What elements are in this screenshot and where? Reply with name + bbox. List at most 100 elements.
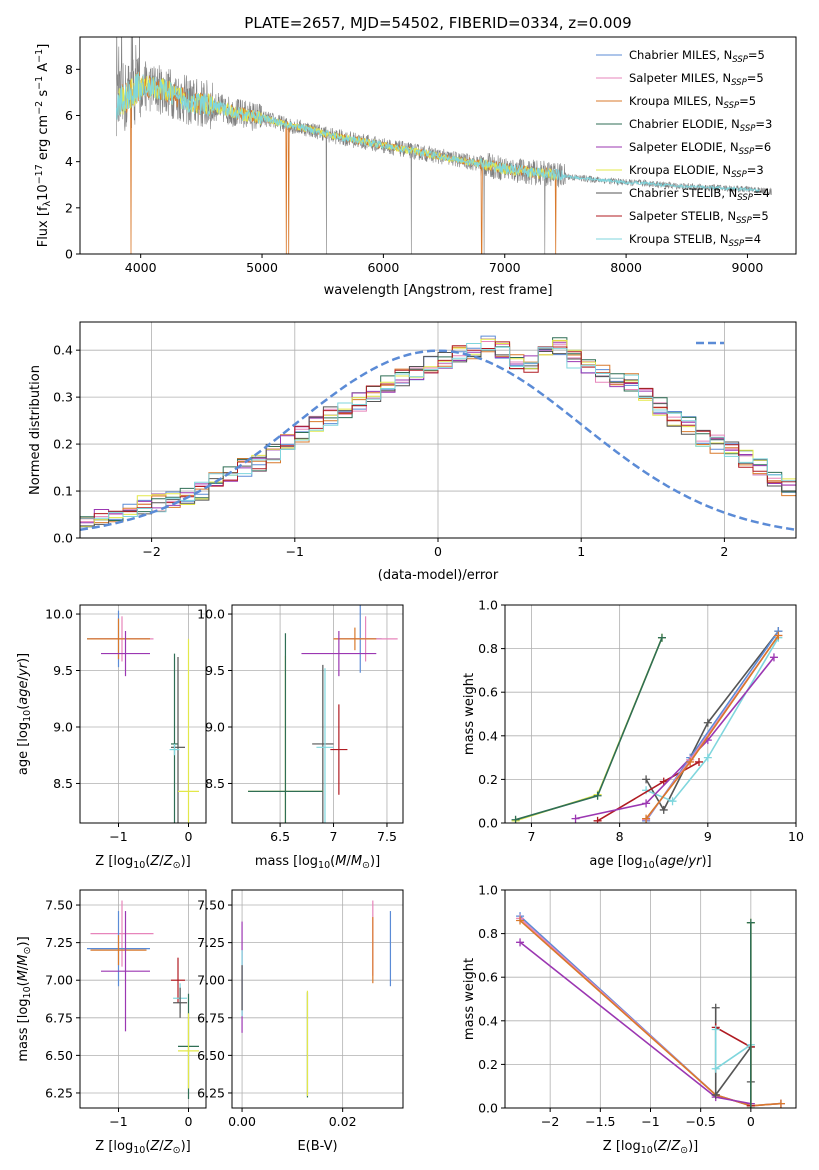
x-tick-label: 0 [747,1114,755,1129]
legend-label-kroupa-miles: Kroupa MILES, NSSP=5 [629,94,756,111]
series-marker [695,757,703,766]
panel-mass_vs_Z: −1 06.256.506.757.007.257.50Z [log10(Z/Z⊙… [16,889,207,1156]
label-part: Z [log [95,854,133,869]
y-tick-label: 6 [65,108,73,123]
legend-subscript: SSP [732,55,748,65]
x-axis-label: Z [log10(Z/Z⊙)] [95,1139,190,1156]
y-tick-label: 6.75 [45,1010,73,1025]
legend-text: Salpeter ELODIE, N [629,140,739,154]
label-part: ⊙ [173,1145,181,1156]
x-tick-label: 0.02 [329,1114,357,1129]
y-tick-label: 7.00 [45,973,73,988]
plot-area [80,335,796,532]
label-part: ] [36,44,51,49]
histogram-kroupa-stelib [80,343,796,519]
y-tick-label: 1.0 [478,598,498,613]
label-part: )] [701,854,711,869]
label-part: 10 [318,860,330,871]
y-tick-label: 0.6 [478,970,498,985]
label-part: ⊙ [22,946,33,954]
series-line [515,637,663,821]
x-tick-label: 7000 [489,260,521,275]
histogram-salpeter-stelib [80,341,796,520]
legend-count: =6 [754,140,771,154]
label-part: / [159,1139,164,1154]
label-part: / [159,854,164,869]
y-tick-label: 0.8 [478,641,498,656]
y-tick-label: 9.0 [205,719,225,734]
y-axis-label: mass weight [462,958,477,1040]
y-tick-label: 0.0 [478,1101,498,1116]
point-chabrier-stelib [171,656,185,823]
series-marker [642,775,651,784]
legend-text: Salpeter STELIB, N [629,209,736,223]
plot-area [87,900,199,1099]
y-axis-label: age [log10(age/yr)] [16,653,33,775]
label-part: Z [163,854,174,869]
series-kroupa-miles [642,631,783,823]
label-part: Z [log [95,1139,133,1154]
legend-text: Salpeter MILES, N [629,71,731,85]
x-tick-label: −1 [109,1114,127,1129]
x-tick-label: −2 [142,544,160,559]
x-tick-label: 0 [185,1114,193,1129]
legend-count: =3 [747,163,764,177]
x-tick-label: −1 [641,1114,659,1129]
x-tick-label: −0.5 [685,1114,715,1129]
series-marker [668,797,677,806]
label-part: 10 [643,860,655,871]
legend-count: =5 [747,71,764,85]
label-part: ( [330,854,335,869]
point-kroupa-stelib [169,743,180,756]
label-part: ( [653,1139,658,1154]
y-tick-label: 0 [65,247,73,262]
plot-area [516,912,785,1108]
series-marker [746,918,755,927]
point-kroupa-miles [333,627,377,651]
axes-frame [504,604,797,824]
x-tick-label: 0 [434,544,442,559]
series-kroupa-elodie [511,633,666,823]
x-axis-label: Z [log10(Z/Z⊙)] [603,1139,698,1156]
legend-subscript: SSP [729,239,745,249]
x-tick-label: 8000 [610,260,642,275]
y-tick-label: 0.6 [478,685,498,700]
axes-frame [79,889,207,1109]
legend-count: =4 [744,232,761,246]
legend-label-kroupa-elodie: Kroupa ELODIE, NSSP=3 [629,163,764,180]
series-line [714,1029,752,1071]
series-marker [571,814,580,823]
point-kroupa-elodie [178,1013,199,1089]
plot-area [241,900,392,1098]
point-kroupa-miles [87,618,150,660]
y-tick-label: 7.25 [197,935,225,950]
label-part: )] [16,936,31,946]
point-salpeter-elodie [101,911,150,1032]
y-tick-label: 0.0 [53,531,73,546]
y-tick-label: 0.4 [53,343,73,358]
label-part: yr [687,854,703,869]
point-salpeter-elodie [301,630,377,677]
label-part: / [346,854,351,869]
label-part: M [351,854,362,869]
label-part: 10 [36,184,51,201]
point-chabrier-stelib [173,987,188,1018]
label-part: Z [log [603,1139,641,1154]
legend-label-salpeter-stelib: Salpeter STELIB, NSSP=5 [629,209,769,226]
y-tick-label: 8.5 [53,776,73,791]
y-tick-label: 0.2 [478,1057,498,1072]
label-part: / [667,1139,672,1154]
label-part: )] [688,1139,698,1154]
y-tick-label: 8 [65,62,73,77]
label-part: M [16,970,31,981]
series-line [645,637,780,803]
y-tick-label: 2 [65,200,73,215]
y-axis-label: Flux [fλ10−17 erg cm−2 s−1 A−1] [34,44,53,248]
x-tick-label: 9000 [732,260,764,275]
legend-count: =3 [755,117,772,131]
series-marker [703,718,712,727]
label-part: ( [655,854,660,869]
